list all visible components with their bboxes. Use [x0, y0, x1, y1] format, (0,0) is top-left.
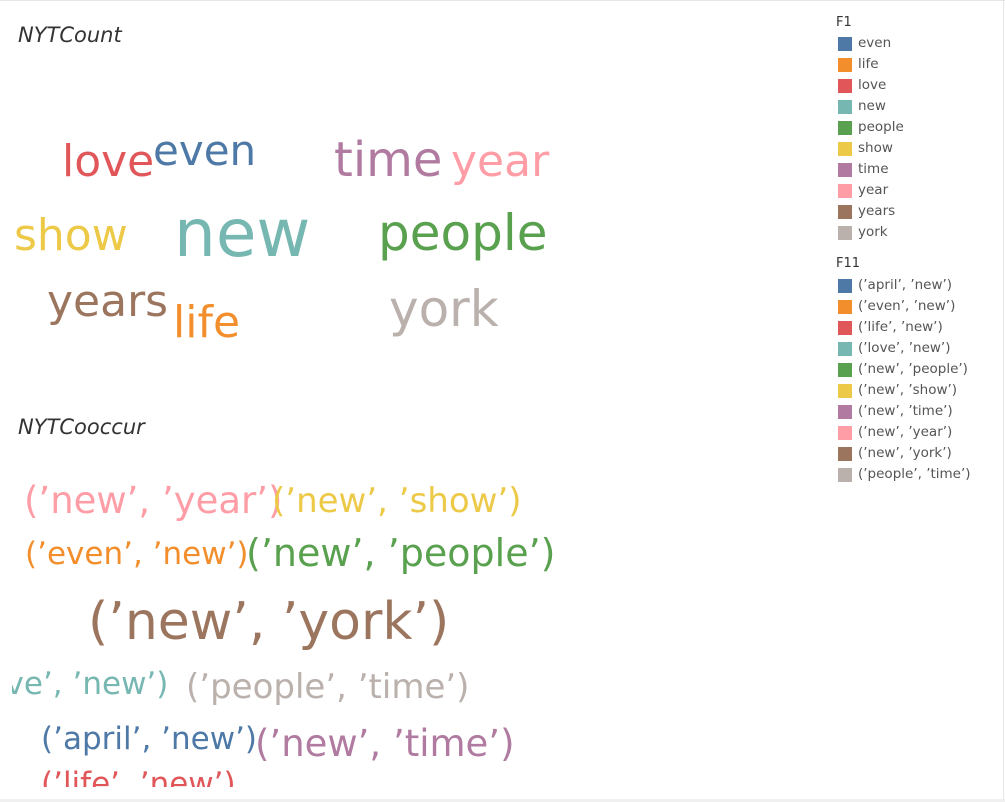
legend-item[interactable]: (’new’, ’year’) — [838, 425, 952, 441]
word-cloud-word[interactable]: york — [389, 280, 499, 338]
legend-label: new — [858, 98, 886, 115]
legend-label: love — [858, 77, 887, 94]
legend-title-f1: F1 — [836, 15, 852, 30]
legend-item[interactable]: even — [838, 36, 891, 52]
legend-swatch — [838, 163, 852, 177]
legend-label: even — [858, 35, 892, 52]
legend-label: (’new’, ’york’) — [858, 445, 952, 462]
legend-swatch — [838, 342, 852, 356]
word-cloud-word[interactable]: year — [451, 136, 550, 187]
word-cloud-word[interactable]: (’love’, ’new’) — [12, 666, 169, 702]
legend-item[interactable]: years — [838, 204, 895, 220]
top-border — [0, 0, 1005, 1]
legend-item[interactable]: new — [838, 99, 886, 115]
legend-item[interactable]: life — [838, 57, 879, 73]
word-cloud-word[interactable]: (’april’, ’new’) — [41, 721, 258, 757]
legend-item[interactable]: (’new’, ’york’) — [838, 446, 952, 462]
legend-label: show — [858, 140, 893, 157]
word-cloud-word[interactable]: (’new’, ’time’) — [255, 722, 515, 765]
legend-label: year — [858, 182, 889, 199]
legend-item[interactable]: show — [838, 141, 893, 157]
legend-item[interactable]: time — [838, 162, 889, 178]
legend-swatch — [838, 363, 852, 377]
legend-label: (’even’, ’new’) — [858, 298, 956, 315]
legend-label: (’people’, ’time’) — [858, 466, 971, 483]
legend-swatch — [838, 447, 852, 461]
word-cloud-word[interactable]: (’new’, ’show’) — [272, 481, 522, 521]
legend-swatch — [838, 468, 852, 482]
word-cloud-word[interactable]: (’even’, ’new’) — [25, 536, 249, 572]
word-cloud-word[interactable]: new — [174, 195, 311, 272]
word-cloud-word[interactable]: time — [334, 132, 443, 188]
legend-label: york — [858, 224, 888, 241]
legend-swatch — [838, 226, 852, 240]
legend-label: people — [858, 119, 904, 136]
legend-label: time — [858, 161, 889, 178]
legend-item[interactable]: (’people’, ’time’) — [838, 467, 971, 483]
word-cloud-word[interactable]: show — [14, 210, 128, 261]
word-cloud-nytcooccur[interactable]: (’new’, ’year’) (’new’, ’show’) (’even’, ’… — [12, 470, 800, 787]
word-cloud-word[interactable]: (’new’, ’year’) — [24, 479, 283, 522]
legend-swatch — [838, 79, 852, 93]
word-cloud-word[interactable]: love — [62, 136, 155, 187]
word-cloud-word[interactable]: (’people’, ’time’) — [186, 667, 470, 707]
legend-swatch — [838, 205, 852, 219]
legend-swatch — [838, 121, 852, 135]
right-border — [1003, 0, 1004, 802]
legend-item[interactable]: people — [838, 120, 904, 136]
legend-label: (’new’, ’show’) — [858, 382, 958, 399]
legend-swatch — [838, 142, 852, 156]
legend-item[interactable]: (’even’, ’new’) — [838, 299, 955, 315]
legend-item[interactable]: (’new’, ’people’) — [838, 362, 968, 378]
legend-swatch — [838, 321, 852, 335]
legend-label: (’new’, ’time’) — [858, 403, 953, 420]
legend-swatch — [838, 279, 852, 293]
legend-swatch — [838, 37, 852, 51]
legend-swatch — [838, 384, 852, 398]
legend-swatch — [838, 100, 852, 114]
legend-label: (’new’, ’people’) — [858, 361, 968, 378]
legend-title-f11: F11 — [836, 256, 861, 271]
legend-item[interactable]: (’new’, ’show’) — [838, 383, 957, 399]
bottom-border — [0, 799, 1005, 802]
legend-swatch — [838, 426, 852, 440]
legend-swatch — [838, 405, 852, 419]
word-cloud-word[interactable]: (’new’, ’people’) — [246, 531, 556, 575]
legend-label: (’life’, ’new’) — [858, 319, 943, 336]
legend-item[interactable]: (’april’, ’new’) — [838, 278, 952, 294]
legend-item[interactable]: love — [838, 78, 886, 94]
word-cloud-word[interactable]: years — [47, 276, 169, 327]
legend-label: life — [858, 56, 879, 73]
legend-label: (’april’, ’new’) — [858, 277, 953, 294]
word-cloud-word[interactable]: people — [378, 204, 548, 262]
legend-item[interactable]: (’life’, ’new’) — [838, 320, 943, 336]
legend-item[interactable]: york — [838, 225, 888, 241]
legend-item[interactable]: (’love’, ’new’) — [838, 341, 951, 357]
word-cloud-word[interactable]: (’new’, ’york’) — [88, 592, 450, 652]
legend-item[interactable]: (’new’, ’time’) — [838, 404, 953, 420]
legend-label: years — [858, 203, 896, 220]
sheet-title-nytcooccur: NYTCooccur — [18, 415, 145, 439]
legend-swatch — [838, 58, 852, 72]
sheet-title-nytcount: NYTCount — [18, 23, 122, 47]
word-cloud-word[interactable]: life — [173, 297, 241, 348]
word-cloud-word[interactable]: (’life’, ’new’) — [41, 766, 236, 788]
legend-label: (’new’, ’year’) — [858, 424, 953, 441]
legend-swatch — [838, 184, 852, 198]
word-cloud-word[interactable]: even — [153, 126, 257, 175]
word-cloud-nytcount[interactable]: love even time year show new people years life yo… — [0, 60, 800, 360]
legend-label: (’love’, ’new’) — [858, 340, 951, 357]
legend-item[interactable]: year — [838, 183, 888, 199]
legend-swatch — [838, 300, 852, 314]
